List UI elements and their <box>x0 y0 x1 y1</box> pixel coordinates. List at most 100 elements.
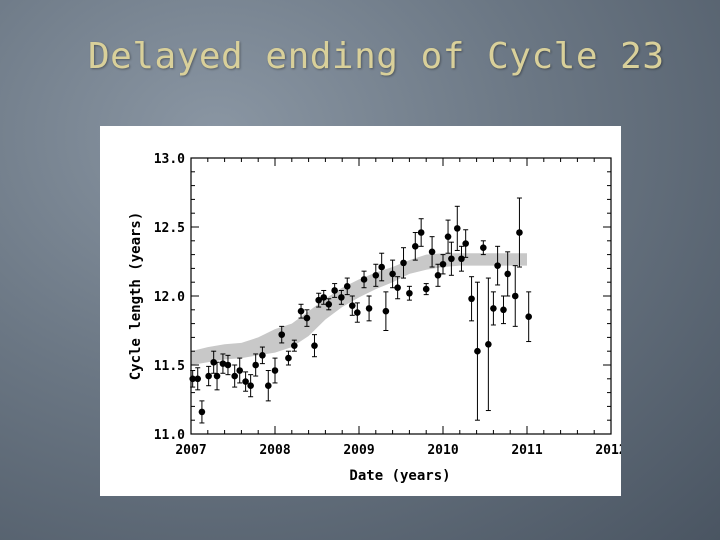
data-point <box>343 277 351 296</box>
data-point <box>417 218 425 247</box>
data-point <box>354 302 361 323</box>
data-point <box>406 285 413 301</box>
data-point <box>242 371 249 392</box>
data-point <box>224 354 232 376</box>
point-marker <box>331 287 338 294</box>
data-point <box>490 291 497 326</box>
point-marker <box>500 306 507 314</box>
data-point <box>511 265 519 327</box>
point-marker <box>194 375 202 383</box>
data-point <box>360 270 368 289</box>
data-point <box>389 259 396 289</box>
x-tick-label: 2011 <box>511 443 542 458</box>
point-marker <box>210 358 217 366</box>
data-point <box>236 357 244 384</box>
point-marker <box>259 352 266 359</box>
data-point <box>303 309 311 327</box>
data-point <box>428 236 436 268</box>
point-marker <box>511 292 519 300</box>
data-point <box>448 241 455 276</box>
point-marker <box>348 302 356 309</box>
point-marker <box>231 372 238 380</box>
x-tick-label: 2009 <box>343 443 374 458</box>
data-point <box>271 357 279 384</box>
data-point <box>278 325 286 344</box>
y-tick-label: 11.0 <box>154 428 185 443</box>
point-marker <box>205 372 212 380</box>
point-marker <box>285 354 292 362</box>
x-tick-label: 2010 <box>427 443 458 458</box>
y-tick-label: 13.0 <box>154 152 185 167</box>
data-point <box>348 295 356 316</box>
data-point <box>252 353 259 377</box>
point-marker <box>382 307 390 315</box>
point-marker <box>400 259 407 267</box>
data-point <box>458 245 465 272</box>
y-tick-label: 12.0 <box>154 290 185 305</box>
data-point <box>213 361 221 391</box>
data-point <box>400 247 407 279</box>
point-marker <box>219 360 227 367</box>
data-point <box>372 263 380 287</box>
point-marker <box>311 342 318 349</box>
point-marker <box>462 240 469 247</box>
point-marker <box>360 276 368 283</box>
point-marker <box>439 260 447 268</box>
data-point <box>331 283 338 298</box>
chart-figure: 2007 2008 2009 2010 2011 2012 11.0 11.5 12.0 12.5… <box>100 126 621 496</box>
point-marker <box>428 248 436 256</box>
point-marker <box>247 382 254 390</box>
point-marker <box>468 295 475 303</box>
data-point <box>468 276 475 322</box>
point-marker <box>338 294 345 301</box>
data-point <box>315 292 322 308</box>
data-point <box>434 263 442 287</box>
data-point <box>444 219 452 254</box>
point-marker <box>422 285 430 293</box>
data-point <box>231 364 238 388</box>
data-point <box>382 291 390 331</box>
data-point <box>516 197 523 268</box>
point-marker <box>525 313 532 320</box>
point-marker <box>198 408 206 416</box>
point-marker <box>411 243 419 250</box>
data-point <box>494 245 501 286</box>
data-point <box>453 205 461 251</box>
y-tick-label: 12.5 <box>154 221 185 236</box>
slide-title: Delayed ending of Cycle 23 <box>88 36 665 77</box>
point-marker <box>458 255 465 263</box>
point-marker <box>297 307 305 315</box>
data-point <box>462 229 469 258</box>
point-marker <box>291 342 298 349</box>
uncertainty-band-layer <box>191 253 527 365</box>
point-marker <box>343 283 351 290</box>
point-marker <box>434 272 442 279</box>
data-point <box>264 370 272 402</box>
data-point <box>320 289 328 305</box>
data-point <box>504 251 511 297</box>
data-point <box>198 400 206 424</box>
point-marker <box>271 367 279 374</box>
data-point <box>485 277 492 412</box>
point-marker <box>394 284 401 292</box>
point-marker <box>453 225 461 232</box>
point-marker <box>494 262 501 269</box>
data-point <box>219 353 227 374</box>
data-point <box>411 232 419 261</box>
data-point <box>422 283 430 296</box>
data-point <box>291 339 298 352</box>
x-tick-label: 2012 <box>595 443 621 458</box>
point-marker <box>365 305 373 312</box>
point-marker <box>236 367 244 374</box>
point-marker <box>315 296 322 304</box>
data-point <box>480 240 487 256</box>
point-marker <box>504 270 511 278</box>
point-marker <box>406 289 413 297</box>
data-point <box>500 295 507 325</box>
point-marker <box>417 229 425 236</box>
point-marker <box>320 294 328 301</box>
x-axis-label: Date (years) <box>349 468 450 484</box>
point-marker <box>372 272 380 279</box>
point-marker <box>448 255 455 263</box>
point-marker <box>444 233 452 240</box>
